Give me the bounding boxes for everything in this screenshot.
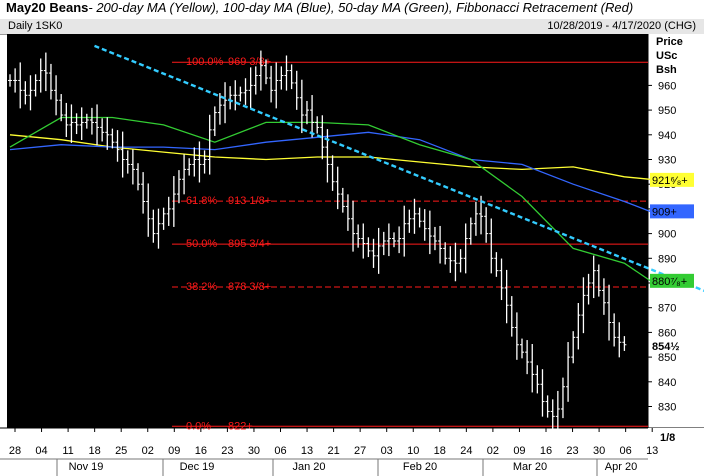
x-tick-label: 10 (407, 445, 419, 457)
y-tick-label: 960 (658, 80, 676, 92)
x-tick-label: 02 (487, 445, 499, 457)
fib-price-label: 878 3/8+ (228, 281, 271, 293)
fib-percent-label: 38.2% (186, 281, 217, 293)
date-range-label: 10/28/2019 - 4/17/2020 (CHG) (547, 20, 696, 32)
price-tag-ma200 (650, 172, 694, 187)
ma-line (9, 131, 651, 213)
fib-price-label: 969 3/8+ (228, 56, 271, 68)
price-tag-label: 921⁶⁄₈+ (652, 175, 688, 187)
y-tick-label: 900 (658, 229, 676, 241)
month-label: Feb 20 (403, 461, 437, 473)
y-tick-label: 950 (658, 105, 676, 117)
x-tick-label: 24 (460, 445, 472, 457)
month-label: Mar 20 (513, 461, 547, 473)
x-tick-label: 02 (142, 445, 154, 457)
month-label: Jan 20 (292, 461, 325, 473)
month-label: Apr 20 (605, 461, 637, 473)
x-tick-label: 30 (248, 445, 260, 457)
x-tick-label: 13 (301, 445, 313, 457)
axis-unit-label: Price (656, 36, 683, 48)
axis-unit-label: Bsh (656, 64, 677, 76)
y-tick-label: 870 (658, 303, 676, 315)
fib-percent-label: 50.0% (186, 238, 217, 250)
fib-price-label: 822+ (228, 420, 253, 432)
fib-percent-label: 100.0% (186, 56, 224, 68)
x-tick-label: 03 (381, 445, 393, 457)
x-tick-label: 21 (327, 445, 339, 457)
y-tick-label: 830 (658, 402, 676, 414)
chart-header: May20 Beans- 200-day MA (Yellow), 100-da… (0, 0, 704, 19)
y-tick-label: 940 (658, 130, 676, 142)
trendline (94, 44, 704, 293)
x-tick-label: 13 (646, 445, 658, 457)
price-tag-ma100 (650, 204, 694, 219)
fib-percent-label: 0.0% (186, 420, 211, 432)
axis-unit-label: USc (656, 50, 677, 62)
plot-area (7, 34, 648, 428)
month-label: Nov 19 (69, 461, 104, 473)
price-tag-label: 909+ (652, 206, 677, 218)
price-tag-ma50 (650, 273, 694, 288)
ma-line (9, 134, 651, 180)
x-tick-label: 18 (89, 445, 101, 457)
fib-percent-label: 61.8% (186, 195, 217, 207)
interval-label: Daily 1SK0 (8, 20, 63, 32)
x-tick-label: 06 (620, 445, 632, 457)
month-label: Dec 19 (180, 461, 215, 473)
price-tag-last (650, 338, 694, 353)
x-tick-label: 09 (168, 445, 180, 457)
y-tick-label: 930 (658, 155, 676, 167)
x-tick-label: 30 (593, 445, 605, 457)
x-tick-label: 28 (9, 445, 21, 457)
x-axis-panel (0, 428, 704, 476)
x-tick-label: 23 (221, 445, 233, 457)
x-tick-label: 09 (513, 445, 525, 457)
ma-line (9, 116, 651, 282)
x-tick-label: 11 (62, 445, 73, 457)
x-tick-label: 25 (115, 445, 127, 457)
chart-title: May20 Beans- 200-day MA (Yellow), 100-da… (6, 0, 633, 15)
y-tick-label: 840 (658, 377, 676, 389)
x-tick-label: 06 (274, 445, 286, 457)
y-tick-label: 860 (658, 327, 676, 339)
x-tick-label: 18 (434, 445, 446, 457)
indicator-description: - 200-day MA (Yellow), 100-day MA (Blue)… (88, 0, 634, 15)
x-tick-label: 16 (195, 445, 207, 457)
price-tag-label: 854½ (652, 341, 680, 353)
fib-price-label: 913 1/8+ (228, 195, 271, 207)
fib-price-label: 895 3/4+ (228, 238, 271, 250)
x-tick-label: 04 (35, 445, 47, 457)
price-tag-label: 880⁷⁄₈+ (652, 276, 687, 288)
x-tick-label: 23 (566, 445, 578, 457)
corner-box (648, 428, 704, 476)
x-tick-label: 27 (354, 445, 366, 457)
y-tick-label: 890 (658, 253, 676, 265)
corner-fraction-label: 1/8 (660, 432, 675, 444)
symbol-label: May20 Beans (6, 0, 89, 15)
x-tick-label: 16 (540, 445, 552, 457)
y-axis-panel (648, 34, 704, 428)
y-tick-label: 850 (658, 352, 676, 364)
